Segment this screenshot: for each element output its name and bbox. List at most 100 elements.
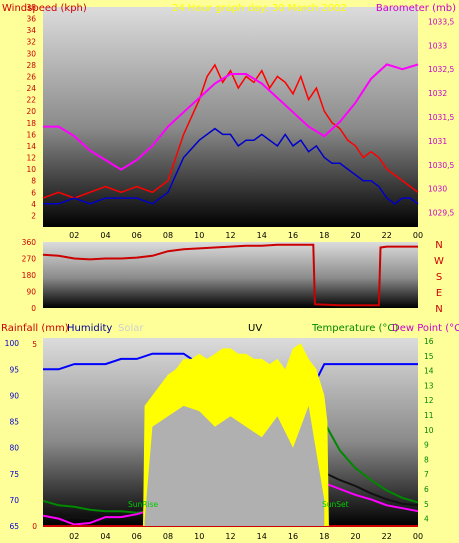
direction-degree-tick-label: 270 [22,255,37,264]
panel3-x-tick-label: 20 [350,532,360,541]
barometer-tick-label: 1030 [428,185,447,194]
windspeed-tick-label: 18 [26,119,36,128]
windspeed-tick-label: 22 [26,96,36,105]
panel2-series [42,243,418,307]
windspeed-tick-label: 38 [26,3,36,12]
panel2-plot-area [43,242,418,308]
windspeed-tick-label: 16 [26,130,36,139]
temperature-tick-label: 11 [424,411,434,420]
sunrise-annotation: SunRise [128,500,158,509]
barometer-tick-label: 1032,5 [428,65,454,74]
wind-direction-line [42,243,418,307]
windspeed-tick-label: 6 [31,188,36,197]
barometer-tick-label: 1032 [428,89,447,98]
panel1-x-tick-label: 08 [163,231,173,240]
windspeed-tick-label: 2 [31,211,36,220]
panel1-x-tick-label: 20 [350,231,360,240]
panel1-x-tick-label: 02 [69,231,79,240]
direction-degree-tick-label: 0 [31,304,36,313]
solar-axis-label: Solar [118,323,144,334]
windspeed-tick-label: 4 [31,200,36,209]
compass-label: N [435,240,442,251]
temperature-tick-label: 13 [424,381,434,390]
temperature-tick-label: 7 [424,470,429,479]
windspeed-tick-label: 32 [26,38,36,47]
panel3-x-tick-label: 10 [194,532,204,541]
temperature-tick-label: 15 [424,352,434,361]
humidity-tick-label: 80 [9,444,19,453]
barometer-ticks: 1029,5 1030 1030,5 1031 1031,5 1032 1032,5 1033… [428,17,454,217]
panel1-plot-area [43,7,418,227]
panel1-x-ticks: 02 04 06 08 10 12 14 16 18 20 22 00 [69,231,423,240]
panel1-x-tick-label: 14 [257,231,267,240]
chart-title: 24 Hour graph day: 30 March 2002 [172,3,347,14]
humidity-ticks: 65 70 75 80 85 90 95 100 [5,339,20,531]
compass-label: N [435,304,442,315]
windspeed-tick-label: 30 [26,49,36,58]
windspeed-tick-label: 24 [26,84,36,93]
panel1-x-tick-label: 06 [132,231,142,240]
panel1-x-tick-label: 10 [194,231,204,240]
panel1-x-tick-label: 18 [319,231,329,240]
barometer-tick-label: 1030,5 [428,161,454,170]
panel3-x-tick-label: 12 [225,532,235,541]
panel3-x-tick-label: 14 [257,532,267,541]
panel3-x-tick-label: 04 [100,532,110,541]
panel3-x-tick-label: 08 [163,532,173,541]
temperature-axis-label: Temperature (°C) [311,323,398,334]
uv-axis-label: UV [248,323,262,334]
compass-label: W [434,256,444,267]
panel3-x-tick-label: 18 [319,532,329,541]
humidity-tick-label: 90 [9,391,19,400]
windspeed-tick-label: 26 [26,72,36,81]
direction-degree-tick-label: 90 [26,288,36,297]
barometer-tick-label: 1033 [428,41,447,50]
panel1-series-line-1 [43,127,419,205]
rainfall-tick-label: 5 [32,340,37,349]
humidity-axis-label: Humidity [67,323,112,334]
rainfall-axis-label: Rainfall (mm) [1,323,69,334]
panel1-x-tick-label: 04 [100,231,110,240]
barometer-axis-label: Barometer (mb) [376,3,456,14]
panel1-x-tick-label: 16 [288,231,298,240]
rainfall-ticks: 05 [32,340,37,531]
humidity-tick-label: 100 [5,339,20,348]
barometer-tick-label: 1031 [428,137,447,146]
direction-degree-tick-label: 360 [22,238,37,247]
panel3-x-tick-label: 00 [413,532,423,541]
panel1-series [42,63,419,205]
windspeed-tick-label: 28 [26,61,36,70]
humidity-tick-label: 95 [9,365,19,374]
temperature-tick-label: 14 [424,367,434,376]
temperature-tick-label: 4 [424,515,429,524]
panel3-x-tick-label: 02 [69,532,79,541]
panel1-x-tick-label: 00 [413,231,423,240]
humidity-tick-label: 65 [9,522,19,531]
panel1-series-line-2 [43,63,419,171]
compass-label: S [436,272,442,283]
temperature-tick-label: 9 [424,441,429,450]
dewpoint-axis-label: Dew Point (°C) [392,323,459,334]
panel3-solar-grey-area [144,405,325,526]
temperature-tick-label: 12 [424,396,434,405]
compass-label: E [436,288,442,299]
humidity-tick-label: 75 [9,470,19,479]
barometer-tick-label: 1031,5 [428,113,454,122]
panel3-series [42,343,419,527]
windspeed-axis-label: Windspeed (kph) [2,3,87,14]
panel3-x-tick-label: 22 [382,532,392,541]
temperature-tick-label: 10 [424,426,434,435]
direction-degree-tick-label: 180 [22,271,37,280]
humidity-tick-label: 70 [9,496,19,505]
humidity-tick-label: 85 [9,418,19,427]
windspeed-tick-label: 14 [26,142,36,151]
panel1-series-line-0 [42,63,419,199]
direction-degree-ticks: 0 90 180 270 360 [22,238,37,313]
barometer-tick-label: 1029,5 [428,209,454,218]
temperature-tick-label: 5 [424,500,429,509]
temperature-tick-label: 16 [424,337,434,346]
